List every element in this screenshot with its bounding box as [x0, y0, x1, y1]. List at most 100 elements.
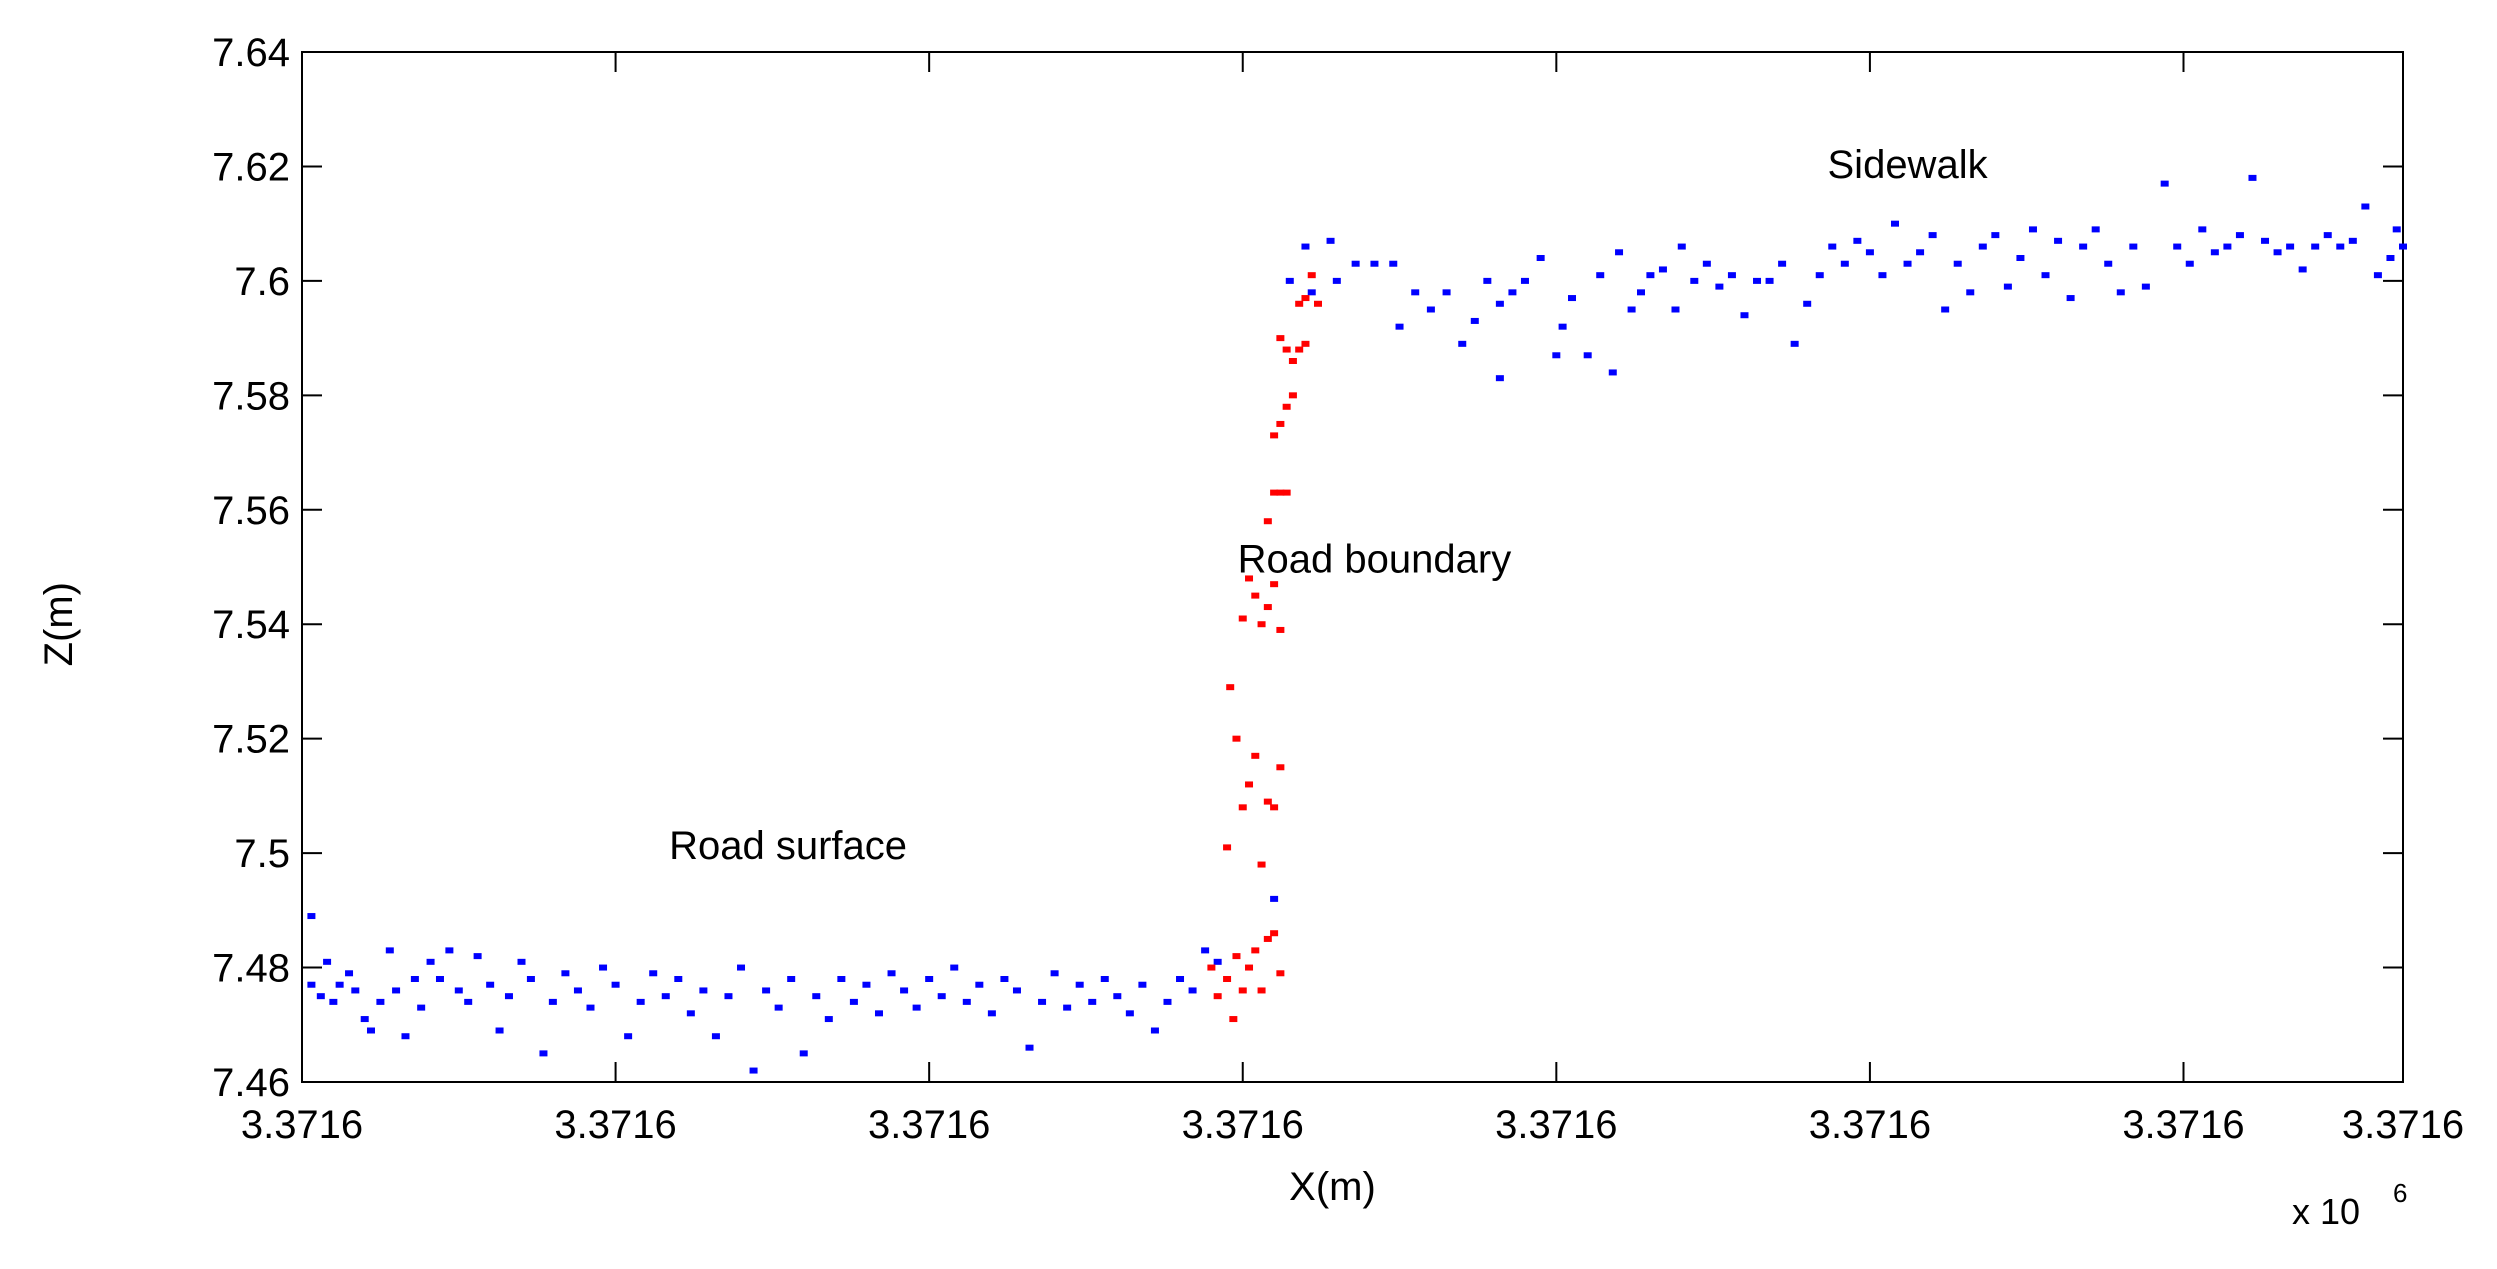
data-point-blue [2348, 237, 2357, 244]
data-point-blue [2386, 255, 2395, 261]
x-tick-label: 3.3716 [554, 1103, 676, 1147]
data-point-blue [1953, 260, 1962, 267]
data-point-blue [561, 970, 570, 977]
data-point-blue [445, 947, 454, 954]
data-point-blue [1125, 1010, 1134, 1017]
data-point-blue [1978, 243, 1987, 250]
data-point-blue [1715, 283, 1724, 290]
data-point-blue [526, 976, 535, 982]
data-point-blue [2392, 226, 2401, 233]
data-point-red [1270, 489, 1279, 496]
data-point-blue [1332, 277, 1341, 284]
data-point-blue [849, 998, 858, 1005]
data-point-blue [385, 947, 394, 954]
data-point-blue [2286, 243, 2295, 250]
data-point-red [1213, 993, 1222, 1000]
data-point-blue [1941, 306, 1950, 313]
data-point-red [1257, 861, 1266, 868]
data-point-blue [799, 1050, 808, 1057]
data-point-blue [1188, 987, 1197, 994]
annotation-label: Road surface [669, 824, 907, 868]
data-point-red [1301, 295, 1310, 302]
data-point-blue [1828, 243, 1837, 250]
data-point-blue [1627, 306, 1636, 313]
plot-frame [301, 51, 2404, 1083]
data-point-blue [1753, 277, 1762, 284]
data-point-blue [1853, 237, 1862, 244]
data-point-blue [329, 998, 338, 1005]
data-point-blue [1285, 277, 1294, 284]
annotation-label: Road boundary [1238, 538, 1512, 582]
data-point-red [1263, 518, 1272, 525]
data-point-blue [1012, 987, 1021, 994]
data-point-red [1257, 621, 1266, 628]
data-point-red [1232, 953, 1241, 960]
data-point-blue [2373, 272, 2382, 279]
data-point-red [1314, 300, 1323, 307]
data-point-blue [495, 1027, 504, 1034]
data-point-blue [573, 987, 582, 994]
data-point-blue [1727, 272, 1736, 279]
data-point-blue [1307, 289, 1316, 296]
data-point-blue [824, 1016, 833, 1023]
data-point-blue [2160, 180, 2169, 187]
data-point-blue [1568, 295, 1577, 302]
data-point-blue [649, 970, 658, 977]
data-point-blue [323, 958, 332, 965]
data-point-blue [1903, 260, 1912, 267]
data-point-red [1276, 626, 1285, 633]
data-point-blue [2361, 203, 2370, 210]
data-point-blue [837, 976, 846, 982]
data-point-blue [2323, 232, 2332, 239]
data-point-blue [316, 993, 325, 1000]
data-point-blue [2041, 272, 2050, 279]
data-point-blue [2028, 226, 2037, 233]
data-point-red [1276, 489, 1285, 496]
data-point-red [1270, 804, 1279, 811]
data-point-blue [435, 976, 444, 982]
data-point-blue [1483, 277, 1492, 284]
data-point-blue [1508, 289, 1517, 296]
data-point-blue [2311, 243, 2320, 250]
data-point-red [1282, 403, 1291, 410]
data-point-blue [2054, 237, 2063, 244]
data-point-blue [1702, 260, 1711, 267]
data-point-blue [1596, 272, 1605, 279]
data-point-blue [2298, 266, 2307, 273]
x-tick-label: 3.3716 [868, 1103, 990, 1147]
data-point-blue [1150, 1027, 1159, 1034]
data-point-blue [1088, 998, 1097, 1005]
y-tick-label: 7.62 [212, 145, 290, 189]
data-point-red [1263, 935, 1272, 942]
data-point-blue [2066, 295, 2075, 302]
data-point-blue [2185, 260, 2194, 267]
x-exponent-label: x 10 [2292, 1191, 2360, 1232]
data-point-red [1251, 592, 1260, 599]
data-point-blue [1840, 260, 1849, 267]
data-point-blue [366, 1027, 375, 1034]
x-exponent-power: 6 [2393, 1178, 2407, 1208]
y-axis-label: Z(m) [37, 582, 81, 666]
data-point-blue [2399, 243, 2407, 250]
data-point-red [1245, 575, 1254, 582]
y-tick-label: 7.58 [212, 374, 290, 418]
data-point-blue [1646, 272, 1655, 279]
data-point-blue [1536, 255, 1545, 261]
data-point-red [1229, 1016, 1238, 1023]
data-point-blue [1395, 323, 1404, 330]
data-point-blue [686, 1010, 695, 1017]
data-point-red [1288, 358, 1297, 364]
data-point-blue [1991, 232, 2000, 239]
data-point-blue [1213, 958, 1222, 965]
data-point-blue [1558, 323, 1567, 330]
x-tick-label: 3.3716 [2342, 1103, 2464, 1147]
y-tick-label: 7.64 [212, 31, 290, 75]
data-point-blue [539, 1050, 548, 1057]
data-point-blue [1163, 998, 1172, 1005]
data-point-blue [1389, 260, 1398, 267]
data-point-red [1263, 798, 1272, 805]
x-tick-label: 3.3716 [1495, 1103, 1617, 1147]
data-point-red [1282, 346, 1291, 353]
